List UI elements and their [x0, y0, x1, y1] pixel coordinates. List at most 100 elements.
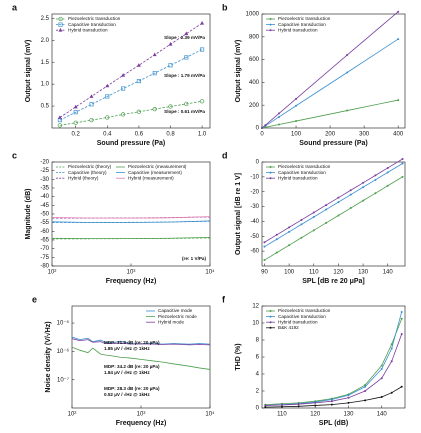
panel-label: c — [12, 150, 17, 160]
x-tick-label: 140 — [377, 412, 388, 418]
y-axis-label: THD (%) — [235, 343, 242, 370]
marker — [168, 63, 173, 68]
y-tick-label: 2.0 — [41, 38, 50, 44]
legend-label: Piezoelectric transduction — [68, 16, 121, 21]
legend-label: Piezoelectric mode — [158, 314, 197, 319]
y-tick-label: 1000 — [246, 12, 260, 18]
marker — [121, 86, 126, 91]
y-axis-label: Output signal (mV) — [235, 40, 242, 103]
legend-label: Hybrid transduction — [278, 27, 318, 32]
series-line — [71, 346, 211, 370]
marker — [300, 236, 303, 239]
annotation: MDP: 34.2 dB (re: 20 µPa) — [104, 364, 160, 369]
marker — [269, 29, 272, 32]
y-tick-label: -25 — [40, 168, 49, 174]
marker — [136, 63, 141, 67]
panel-label: d — [222, 150, 228, 160]
series-line — [51, 237, 211, 240]
marker — [390, 391, 393, 394]
legend-label: Hybrid transduction — [278, 175, 318, 180]
y-tick-label: -45 — [40, 203, 49, 209]
annotation: 1.84 µV / √Hz @ 1kHz — [104, 370, 150, 375]
annotation: MDP: 31.8 dB (re: 20 µPa) — [104, 340, 160, 345]
y-axis-label: Magnitude (dB) — [25, 189, 32, 240]
marker — [346, 71, 349, 74]
marker — [325, 208, 328, 211]
marker — [263, 259, 266, 262]
marker — [57, 123, 63, 128]
x-tick-label: 0.4 — [103, 132, 112, 138]
annotation: 0.52 µV / √Hz @ 1kHz — [104, 392, 150, 397]
y-tick-label: 400 — [249, 80, 260, 86]
x-axis-label: SPL (dB) — [319, 420, 348, 427]
annotation: Slope : 2.39 mV/Pa — [164, 35, 205, 40]
marker — [58, 16, 63, 22]
marker — [347, 394, 350, 397]
y-tick-label: -80 — [40, 264, 49, 270]
marker — [105, 115, 110, 120]
marker — [390, 347, 393, 350]
x-tick-label: 10³ — [137, 412, 146, 418]
y-tick-label: 2 — [256, 389, 260, 395]
marker — [374, 178, 377, 181]
marker — [374, 192, 377, 195]
marker — [364, 390, 367, 392]
marker — [136, 79, 141, 84]
y-tick-label: -20 — [40, 160, 49, 166]
marker — [295, 104, 298, 107]
legend-label: Hybrid mode — [158, 319, 184, 324]
y-tick-label: -20 — [250, 189, 259, 195]
x-tick-label: 110 — [277, 412, 287, 418]
marker — [390, 360, 393, 363]
marker — [278, 115, 281, 118]
marker — [400, 317, 403, 320]
marker — [364, 399, 367, 402]
y-tick-label: -10 — [250, 174, 259, 180]
legend-label: Capacitive transduction — [278, 22, 326, 27]
marker — [105, 94, 110, 99]
marker — [397, 38, 400, 41]
x-axis-label: Frequency (Hz) — [116, 420, 167, 427]
marker — [346, 109, 349, 112]
marker — [269, 177, 272, 180]
x-tick-label: 10⁴ — [205, 411, 215, 418]
marker — [347, 401, 350, 404]
marker — [264, 406, 267, 409]
y-tick-label: 0 — [256, 126, 260, 132]
y-tick-label: 10⁻⁶ — [57, 348, 70, 355]
y-tick-label: -55 — [40, 220, 49, 226]
marker — [89, 102, 94, 107]
panel: e 10² 10³ 10⁴ 10⁻⁷ 10⁻⁶ 10⁻⁵ Frequency (Hz) Nois… — [32, 294, 215, 426]
marker — [184, 31, 189, 36]
y-tick-label: 12 — [252, 304, 259, 310]
marker — [325, 221, 328, 224]
marker — [184, 101, 189, 107]
marker — [269, 171, 272, 174]
marker — [386, 171, 389, 174]
x-tick-label: 0.2 — [72, 132, 81, 138]
marker — [312, 211, 315, 214]
marker — [397, 99, 400, 102]
marker — [269, 315, 272, 318]
series-line — [265, 386, 402, 408]
marker — [269, 326, 272, 329]
panel: d 90 100 110 120 130 140 -60 -50 -40 -30 -20 -10 0 SPL… — [222, 150, 406, 285]
marker — [349, 189, 352, 192]
x-tick-label: 130 — [343, 412, 354, 418]
panel-label: b — [222, 2, 228, 12]
y-tick-label: 600 — [249, 57, 260, 63]
marker — [152, 106, 157, 112]
marker — [263, 241, 266, 244]
marker — [300, 218, 303, 221]
marker — [288, 226, 291, 229]
y-tick-label: 1.5 — [41, 60, 50, 66]
marker — [280, 404, 283, 407]
y-tick-label: 0 — [256, 406, 260, 412]
marker — [269, 321, 272, 324]
x-tick-label: 140 — [383, 270, 394, 276]
marker — [362, 186, 365, 189]
y-tick-label: 6 — [256, 355, 260, 361]
